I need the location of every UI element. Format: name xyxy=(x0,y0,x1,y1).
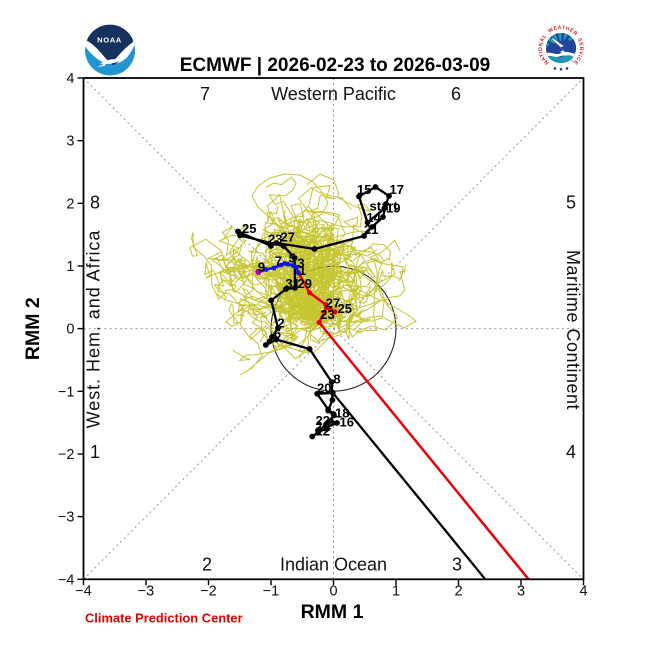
svg-text:4: 4 xyxy=(579,583,587,599)
svg-text:West. Hem. and Africa: West. Hem. and Africa xyxy=(84,230,104,429)
svg-text:31: 31 xyxy=(286,276,300,291)
svg-text:7: 7 xyxy=(200,84,210,104)
svg-text:3: 3 xyxy=(297,256,304,271)
svg-text:2: 2 xyxy=(66,196,74,212)
svg-text:2: 2 xyxy=(202,555,212,575)
svg-text:RMM 1: RMM 1 xyxy=(301,601,364,623)
svg-text:15: 15 xyxy=(357,182,371,197)
svg-text:1: 1 xyxy=(90,442,100,462)
svg-text:start: start xyxy=(370,199,399,214)
svg-text:16: 16 xyxy=(340,415,354,430)
svg-text:RMM 2: RMM 2 xyxy=(22,297,44,360)
svg-text:Western Pacific: Western Pacific xyxy=(271,84,396,104)
svg-text:25: 25 xyxy=(338,301,352,316)
svg-text:7: 7 xyxy=(275,254,282,269)
svg-text:27: 27 xyxy=(281,230,295,245)
svg-text:8: 8 xyxy=(333,372,340,387)
svg-text:3: 3 xyxy=(517,583,525,599)
svg-text:−4: −4 xyxy=(58,572,75,588)
svg-text:29: 29 xyxy=(298,276,312,291)
svg-text:−3: −3 xyxy=(138,583,155,599)
svg-text:0: 0 xyxy=(329,583,337,599)
svg-text:5: 5 xyxy=(289,251,296,266)
svg-text:Climate Prediction Center: Climate Prediction Center xyxy=(85,611,243,626)
svg-text:1: 1 xyxy=(299,263,306,278)
svg-text:Indian Ocean: Indian Ocean xyxy=(280,555,387,575)
svg-text:23: 23 xyxy=(320,307,334,322)
svg-text:0: 0 xyxy=(66,322,74,338)
svg-text:1: 1 xyxy=(392,583,400,599)
svg-text:5: 5 xyxy=(566,193,576,213)
svg-text:6: 6 xyxy=(451,84,461,104)
svg-text:18: 18 xyxy=(335,406,349,421)
svg-text:8: 8 xyxy=(90,193,100,213)
svg-text:20: 20 xyxy=(317,381,331,396)
svg-text:25: 25 xyxy=(242,221,256,236)
svg-text:−1: −1 xyxy=(58,384,75,400)
svg-text:22: 22 xyxy=(316,413,330,428)
svg-text:−2: −2 xyxy=(58,447,75,463)
svg-text:27: 27 xyxy=(326,296,340,311)
svg-text:14: 14 xyxy=(367,210,382,225)
svg-text:2: 2 xyxy=(277,316,284,331)
svg-text:−2: −2 xyxy=(200,583,217,599)
svg-text:4: 4 xyxy=(66,71,74,87)
svg-text:14: 14 xyxy=(317,419,332,434)
svg-text:9: 9 xyxy=(258,260,265,275)
svg-text:3: 3 xyxy=(66,134,74,150)
svg-text:21: 21 xyxy=(364,222,378,237)
svg-text:4: 4 xyxy=(566,442,576,462)
svg-text:−4: −4 xyxy=(75,583,92,599)
svg-text:12: 12 xyxy=(316,424,330,439)
svg-text:−3: −3 xyxy=(58,510,75,526)
svg-text:1: 1 xyxy=(66,259,74,275)
svg-text:3: 3 xyxy=(452,555,462,575)
svg-text:−1: −1 xyxy=(263,583,280,599)
svg-text:2: 2 xyxy=(454,583,462,599)
svg-text:19: 19 xyxy=(386,201,400,216)
svg-text:23: 23 xyxy=(268,232,282,247)
svg-text:Maritime Continent: Maritime Continent xyxy=(563,250,583,410)
svg-text:6: 6 xyxy=(274,326,281,341)
svg-text:17: 17 xyxy=(390,182,404,197)
svg-text:ECMWF | 2026-02-23 to 2026-03-: ECMWF | 2026-02-23 to 2026-03-09 xyxy=(180,55,491,76)
svg-text:NOAA: NOAA xyxy=(97,36,122,45)
